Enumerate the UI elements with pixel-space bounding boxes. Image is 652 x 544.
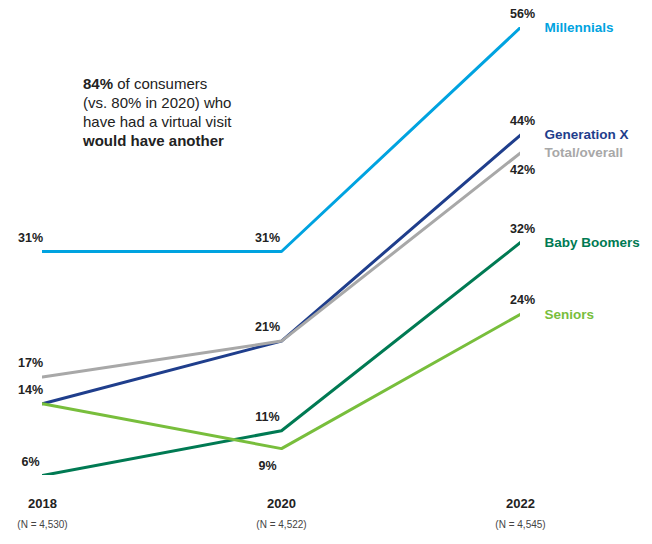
svg-text:Seniors: Seniors — [545, 307, 595, 322]
svg-text:56%: 56% — [510, 7, 535, 21]
html-text:(vs. 80% in 2020) who: (vs. 80% in 2020) who — [83, 94, 232, 111]
svg-text:(N = 4,530): (N = 4,530) — [17, 519, 67, 530]
svg-text:6%: 6% — [21, 455, 39, 469]
svg-text:17%: 17% — [18, 356, 43, 370]
svg-text:Generation X: Generation X — [545, 127, 629, 142]
svg-text:21%: 21% — [255, 320, 280, 334]
html-text:have had a virtual visit: have had a virtual visit — [83, 113, 232, 130]
svg-text:(N = 4,545): (N = 4,545) — [495, 519, 545, 530]
svg-text:14%: 14% — [18, 383, 43, 397]
svg-text:42%: 42% — [510, 163, 535, 177]
svg-text:(N = 4,522): (N = 4,522) — [256, 519, 306, 530]
svg-text:32%: 32% — [510, 222, 535, 236]
svg-text:9%: 9% — [258, 459, 276, 473]
svg-text:2020: 2020 — [267, 496, 296, 511]
svg-text:Total/overall: Total/overall — [545, 145, 624, 160]
svg-text:44%: 44% — [510, 114, 535, 128]
svg-text:31%: 31% — [255, 231, 280, 245]
svg-text:Baby Boomers: Baby Boomers — [545, 235, 640, 250]
svg-text:Millennials: Millennials — [545, 20, 614, 35]
svg-text:2018: 2018 — [28, 496, 57, 511]
html-text:would have another: would have another — [83, 132, 224, 149]
svg-text:24%: 24% — [510, 293, 535, 307]
svg-text:2022: 2022 — [506, 496, 535, 511]
svg-text:31%: 31% — [18, 231, 43, 245]
svg-text:11%: 11% — [255, 410, 279, 424]
html-text:84% of consumers: 84% of consumers — [83, 75, 208, 92]
